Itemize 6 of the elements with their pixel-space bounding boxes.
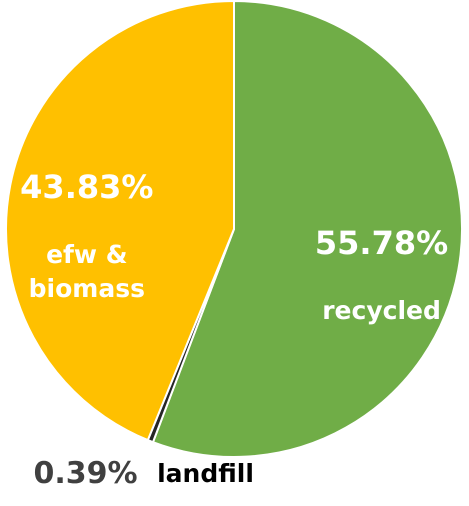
slice-label: landfill <box>157 459 254 488</box>
data-label: 0.39% <box>33 456 138 492</box>
data-label: 43.83% <box>20 168 154 206</box>
slice-label: recycled <box>322 296 441 326</box>
data-label: 55.78% <box>314 224 448 262</box>
slice-label: efw & biomass <box>28 240 145 304</box>
